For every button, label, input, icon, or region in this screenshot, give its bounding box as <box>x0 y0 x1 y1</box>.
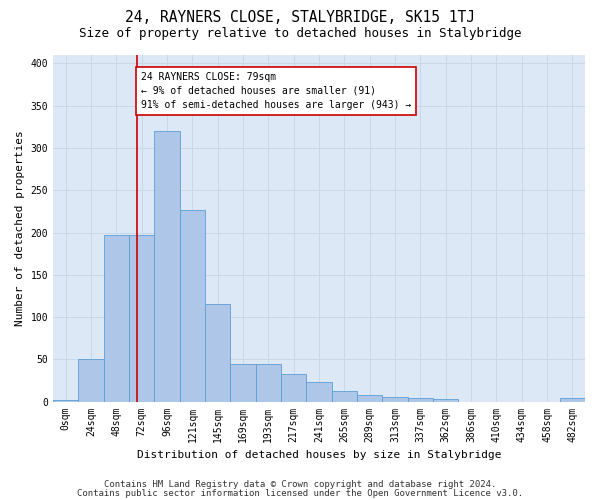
Bar <box>256 364 281 402</box>
Text: Contains public sector information licensed under the Open Government Licence v3: Contains public sector information licen… <box>77 488 523 498</box>
Bar <box>154 131 179 402</box>
Y-axis label: Number of detached properties: Number of detached properties <box>15 130 25 326</box>
Bar <box>179 210 205 402</box>
Bar <box>129 235 154 402</box>
Bar <box>79 360 104 402</box>
Bar <box>104 235 129 402</box>
Bar <box>382 398 407 402</box>
Text: 24 RAYNERS CLOSE: 79sqm
← 9% of detached houses are smaller (91)
91% of semi-det: 24 RAYNERS CLOSE: 79sqm ← 9% of detached… <box>141 72 412 110</box>
Text: Contains HM Land Registry data © Crown copyright and database right 2024.: Contains HM Land Registry data © Crown c… <box>104 480 496 489</box>
Bar <box>357 395 382 402</box>
Bar <box>407 398 433 402</box>
Bar <box>433 399 458 402</box>
Text: Size of property relative to detached houses in Stalybridge: Size of property relative to detached ho… <box>79 28 521 40</box>
Bar <box>332 390 357 402</box>
Bar <box>281 374 307 402</box>
Bar <box>230 364 256 402</box>
X-axis label: Distribution of detached houses by size in Stalybridge: Distribution of detached houses by size … <box>137 450 501 460</box>
Bar <box>560 398 585 402</box>
Bar <box>53 400 79 402</box>
Text: 24, RAYNERS CLOSE, STALYBRIDGE, SK15 1TJ: 24, RAYNERS CLOSE, STALYBRIDGE, SK15 1TJ <box>125 10 475 25</box>
Bar <box>307 382 332 402</box>
Bar <box>205 304 230 402</box>
